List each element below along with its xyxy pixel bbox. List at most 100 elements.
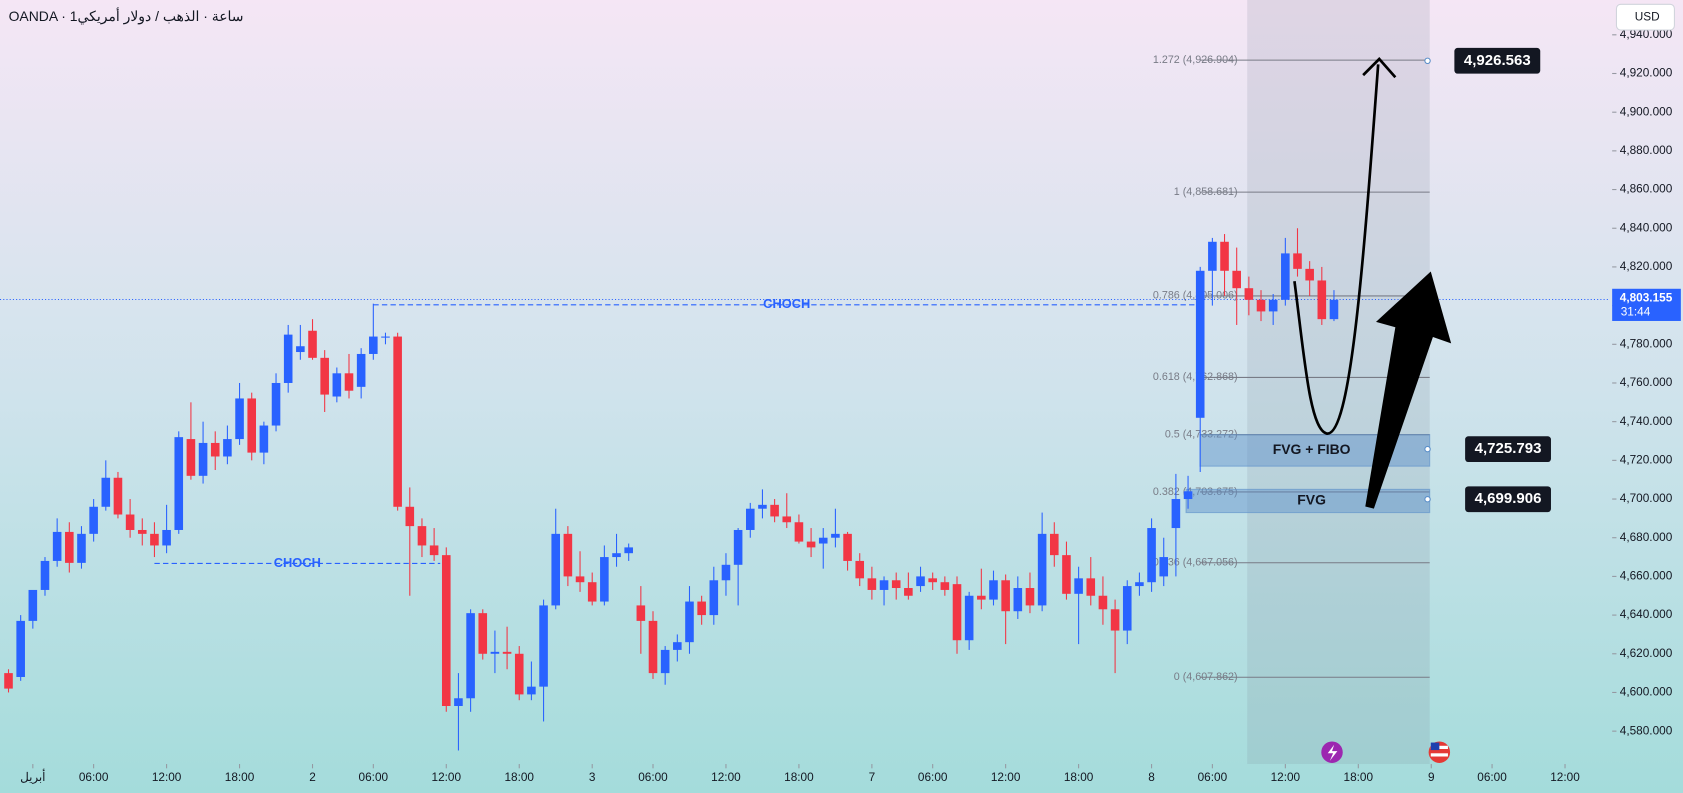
- fib-label: 0 (4,607.862): [1174, 671, 1238, 683]
- y-tick-label: 4,580.000: [1620, 723, 1673, 737]
- candle-body: [247, 398, 257, 453]
- x-tick-label: 18:00: [1064, 770, 1094, 784]
- y-tick-label: 4,880.000: [1620, 143, 1673, 157]
- candle-body: [1305, 268, 1314, 281]
- price-tag-bg: [1465, 436, 1551, 463]
- candle-body: [1329, 299, 1339, 320]
- candle-body: [1013, 588, 1023, 612]
- candle-body: [1159, 557, 1169, 577]
- currency-button[interactable]: [1615, 3, 1675, 31]
- price-tag: 4,699.906: [1475, 490, 1542, 507]
- y-tick-label: 4,700.000: [1620, 491, 1673, 505]
- y-tick-label: 4,600.000: [1620, 685, 1673, 699]
- countdown: 31:44: [1621, 304, 1651, 318]
- x-tick-label: 8: [1148, 770, 1155, 784]
- candle-body: [721, 564, 731, 581]
- candle-body: [320, 357, 329, 395]
- candle-body: [673, 642, 682, 650]
- candle-body: [575, 576, 585, 583]
- candle-body: [150, 533, 159, 546]
- candle-body: [1025, 588, 1035, 606]
- candle-body: [770, 504, 779, 517]
- x-tick-label: 18:00: [784, 770, 814, 784]
- candle-body: [636, 605, 646, 621]
- candle-body: [904, 588, 913, 596]
- candle-body: [466, 613, 475, 699]
- candle-body: [381, 336, 390, 338]
- candle-body: [867, 578, 877, 590]
- candle-body: [4, 673, 13, 689]
- candle-body: [1001, 580, 1010, 612]
- candle-body: [1062, 555, 1071, 594]
- candle-body: [344, 373, 354, 391]
- fib-label: 1 (4,858.681): [1174, 186, 1238, 198]
- last-price-tag: 4,803.155: [1620, 291, 1673, 305]
- candle-body: [1037, 533, 1047, 606]
- candle-body: [1098, 595, 1108, 610]
- fib-label: 1.272 (4,926.904): [1153, 54, 1238, 66]
- candle-body: [648, 620, 658, 674]
- candle-body: [296, 346, 305, 353]
- candle-body: [210, 442, 220, 457]
- candle-body: [405, 506, 415, 527]
- candle-body: [1281, 253, 1290, 300]
- candle-body: [818, 537, 828, 544]
- x-tick-label: 12:00: [1550, 770, 1580, 784]
- projection-curve: [1293, 64, 1380, 435]
- candle-body: [1208, 241, 1217, 271]
- y-tick-label: 4,860.000: [1620, 182, 1673, 196]
- y-tick-label: 4,680.000: [1620, 530, 1673, 544]
- candle-body: [1293, 253, 1302, 269]
- candle-body: [940, 582, 950, 590]
- candle-body: [137, 529, 147, 534]
- candle-body: [1232, 270, 1241, 289]
- price-tag: 4,725.793: [1475, 440, 1542, 457]
- x-tick-label: 18:00: [225, 770, 255, 784]
- candle-body: [478, 613, 488, 654]
- candle-body: [417, 526, 427, 546]
- x-tick-label: 9: [1428, 770, 1435, 784]
- x-tick-label: 12:00: [432, 770, 462, 784]
- candle-body: [685, 601, 694, 643]
- currency-label[interactable]: USD: [1635, 9, 1660, 23]
- price-tag-bg: [1454, 47, 1541, 74]
- candle-body: [745, 508, 755, 530]
- y-tick-label: 4,760.000: [1620, 375, 1673, 389]
- candle-body: [624, 547, 633, 554]
- candle-body: [794, 522, 804, 542]
- candle-body: [733, 529, 743, 565]
- y-tick-label: 4,920.000: [1620, 66, 1673, 80]
- candle-body: [441, 555, 451, 706]
- symbol-header: OANDA · 1ساعة · الذهب / دولار أمريكي: [9, 6, 244, 25]
- candle-body: [28, 589, 38, 621]
- candle-body: [502, 651, 512, 654]
- candle-body: [831, 533, 840, 538]
- candle-body: [271, 382, 281, 426]
- y-tick-label: 4,840.000: [1620, 220, 1673, 234]
- fib-label: 0.786 (4,805.006): [1153, 290, 1238, 302]
- projection-arrow: [1365, 271, 1452, 509]
- candle-body: [101, 477, 111, 507]
- y-tick-label: 4,900.000: [1620, 104, 1673, 118]
- candle-body: [162, 529, 171, 546]
- candle-body: [125, 514, 135, 530]
- candle-body: [587, 582, 597, 602]
- candle-body: [1147, 528, 1156, 583]
- candle-body: [709, 580, 719, 616]
- x-tick-label: 12:00: [711, 770, 741, 784]
- candle-body: [52, 531, 62, 561]
- x-tick-label: 12:00: [1271, 770, 1301, 784]
- candle-body: [612, 553, 621, 558]
- x-tick-label: 06:00: [79, 770, 109, 784]
- candle-body: [551, 533, 561, 606]
- candle-body: [1317, 280, 1327, 320]
- x-tick-label: 12:00: [152, 770, 182, 784]
- x-tick-label: 06:00: [638, 770, 668, 784]
- candle-body: [198, 442, 208, 476]
- candle-body: [1183, 491, 1193, 500]
- candle-body: [1244, 288, 1254, 300]
- y-tick-label: 4,780.000: [1620, 336, 1673, 350]
- y-tick-label: 4,660.000: [1620, 569, 1673, 583]
